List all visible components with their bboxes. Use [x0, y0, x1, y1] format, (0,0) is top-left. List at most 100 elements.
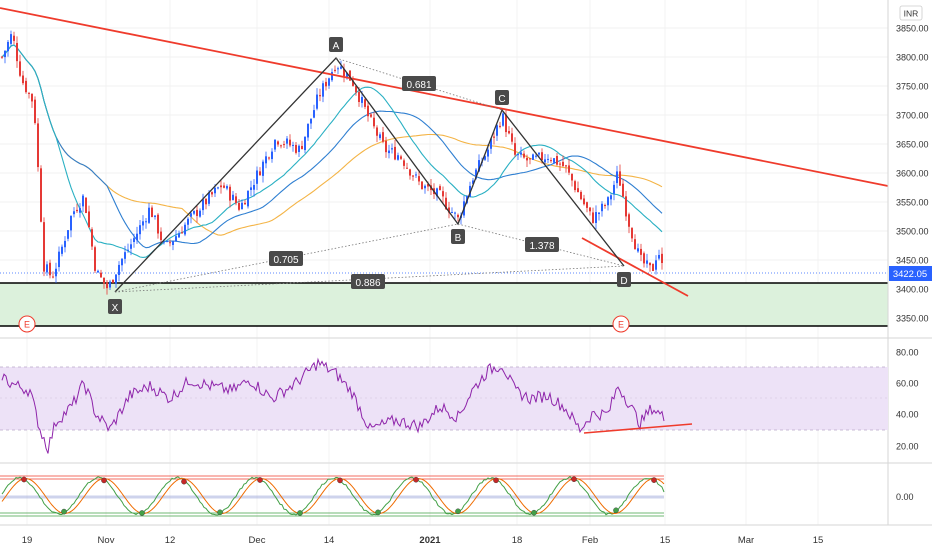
candle-body	[364, 99, 366, 107]
candle-body	[553, 158, 555, 163]
stoch-cross-dot	[375, 509, 381, 516]
candle-body	[13, 35, 15, 41]
candle-body	[298, 145, 300, 152]
candle-body	[619, 171, 621, 186]
stoch-cross-dot	[21, 476, 27, 483]
price-tick-label: 3650.00	[896, 140, 929, 150]
stoch-cross-dot	[493, 477, 499, 484]
candle-body	[22, 75, 24, 84]
candle-body	[331, 72, 333, 81]
falling-support-line[interactable]	[581, 237, 689, 297]
event-marker-1[interactable]: E	[18, 315, 36, 333]
candle-body	[181, 232, 183, 234]
candle-body	[10, 34, 12, 44]
event-marker-2[interactable]: E	[612, 315, 630, 333]
price-tick-label: 3350.00	[896, 314, 929, 324]
candle-body	[310, 118, 312, 124]
candle-body	[322, 83, 324, 97]
stoch-cross-dot	[181, 478, 187, 485]
candle-body	[565, 165, 567, 167]
last-price-tag: 3422.05	[889, 266, 932, 281]
candle-body	[610, 195, 612, 200]
candle-body	[655, 260, 657, 270]
candle-body	[505, 114, 507, 133]
candle-body	[355, 86, 357, 93]
candle-body	[97, 270, 99, 273]
time-tick-label: 19	[22, 535, 33, 546]
candle-body	[16, 42, 18, 62]
stoch-axis[interactable]: 0.00	[896, 492, 914, 502]
svg-text:E: E	[618, 320, 624, 330]
stoch-cross-dot	[613, 507, 619, 514]
candle-body	[112, 279, 114, 283]
candle-body	[139, 225, 141, 235]
candle-body	[184, 224, 186, 235]
time-tick-label: 14	[324, 535, 335, 546]
candle-body	[547, 158, 549, 160]
candle-body	[70, 215, 72, 231]
harmonic-pattern[interactable]	[114, 56, 625, 293]
svg-text:0.681: 0.681	[406, 80, 431, 91]
ratio-labels: 0.681 1.378 0.705 0.886	[269, 76, 559, 289]
candle-body	[661, 253, 663, 264]
candle-body	[379, 134, 381, 139]
stoch-cross-dot	[139, 510, 145, 516]
candle-body	[508, 130, 510, 134]
currency-label[interactable]: INR	[899, 5, 923, 21]
price-axis[interactable]: 3850.00 3800.00 3750.00 3700.00 3650.00 3600.…	[896, 24, 929, 324]
candle-body	[58, 251, 60, 268]
candle-body	[514, 143, 516, 155]
price-tick-label: 3850.00	[896, 24, 929, 34]
stoch-tick-label: 0.00	[896, 492, 914, 502]
price-tick-label: 3450.00	[896, 256, 929, 266]
candle-body	[520, 152, 522, 155]
candle-body	[412, 175, 414, 177]
candle-body	[475, 169, 477, 179]
candle-body	[31, 93, 33, 102]
candle-body	[586, 202, 588, 208]
candle-body	[607, 197, 609, 206]
candle-body	[358, 92, 360, 102]
candle-body	[511, 133, 513, 142]
candle-body	[259, 171, 261, 176]
candle-body	[94, 247, 96, 271]
sma-long	[1, 44, 663, 236]
candle-body	[583, 198, 585, 205]
candle-body	[247, 190, 249, 207]
candle-body	[223, 185, 225, 188]
candle-body	[652, 264, 654, 271]
stoch-cross-dot	[337, 477, 343, 484]
candle-body	[592, 212, 594, 223]
price-tick-label: 3600.00	[896, 169, 929, 179]
candle-body	[550, 160, 552, 162]
candle-body	[643, 253, 645, 264]
rsi-line	[1, 357, 665, 454]
candle-body	[166, 241, 168, 243]
candle-body	[472, 180, 474, 184]
candle-body	[478, 160, 480, 172]
candle-body	[637, 248, 639, 252]
ratio-bc: 1.378	[525, 237, 559, 252]
candle-body	[424, 185, 426, 189]
candle-body	[85, 197, 87, 213]
candle-body	[502, 113, 504, 126]
time-axis[interactable]: 19 Nov 12 Dec 14 2021 18 Feb 15 Mar 15	[22, 535, 824, 546]
rsi-trendline[interactable]	[583, 423, 693, 434]
candle-body	[451, 212, 453, 214]
candle-body	[604, 205, 606, 207]
candle-body	[262, 161, 264, 176]
descending-trendline[interactable]	[0, 7, 889, 187]
candle-body	[277, 141, 279, 145]
candle-body	[490, 138, 492, 149]
candles	[1, 30, 663, 295]
stoch-d-line	[1, 477, 665, 515]
time-tick-label: 15	[660, 535, 671, 546]
candle-body	[229, 186, 231, 201]
moving-averages	[1, 44, 663, 258]
candle-body	[292, 144, 294, 146]
candle-body	[187, 218, 189, 225]
candle-body	[73, 211, 75, 215]
rsi-axis[interactable]: 80.00 60.00 40.00 20.00	[896, 348, 919, 452]
